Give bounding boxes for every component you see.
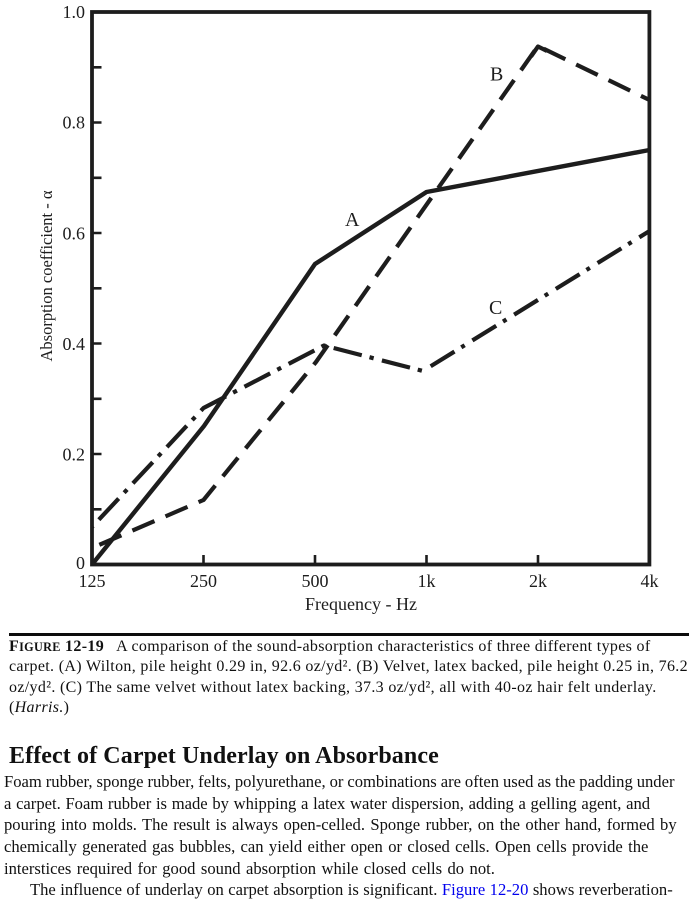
svg-text:125: 125 <box>79 571 106 591</box>
svg-text:Absorption coefficient - α: Absorption coefficient - α <box>37 190 56 361</box>
svg-text:500: 500 <box>302 571 329 591</box>
svg-text:0.2: 0.2 <box>63 444 86 464</box>
svg-text:A: A <box>345 209 360 231</box>
svg-text:2k: 2k <box>529 571 547 591</box>
svg-text:Frequency - Hz: Frequency - Hz <box>305 594 417 614</box>
svg-text:1k: 1k <box>418 571 436 591</box>
svg-text:4k: 4k <box>641 571 659 591</box>
svg-text:1.0: 1.0 <box>63 2 86 22</box>
svg-text:0.8: 0.8 <box>63 113 86 133</box>
svg-text:B: B <box>490 64 503 86</box>
svg-text:C: C <box>489 297 502 319</box>
svg-text:0.6: 0.6 <box>63 223 86 243</box>
svg-text:0: 0 <box>76 553 85 573</box>
svg-text:250: 250 <box>190 571 217 591</box>
svg-text:0.4: 0.4 <box>63 334 86 354</box>
